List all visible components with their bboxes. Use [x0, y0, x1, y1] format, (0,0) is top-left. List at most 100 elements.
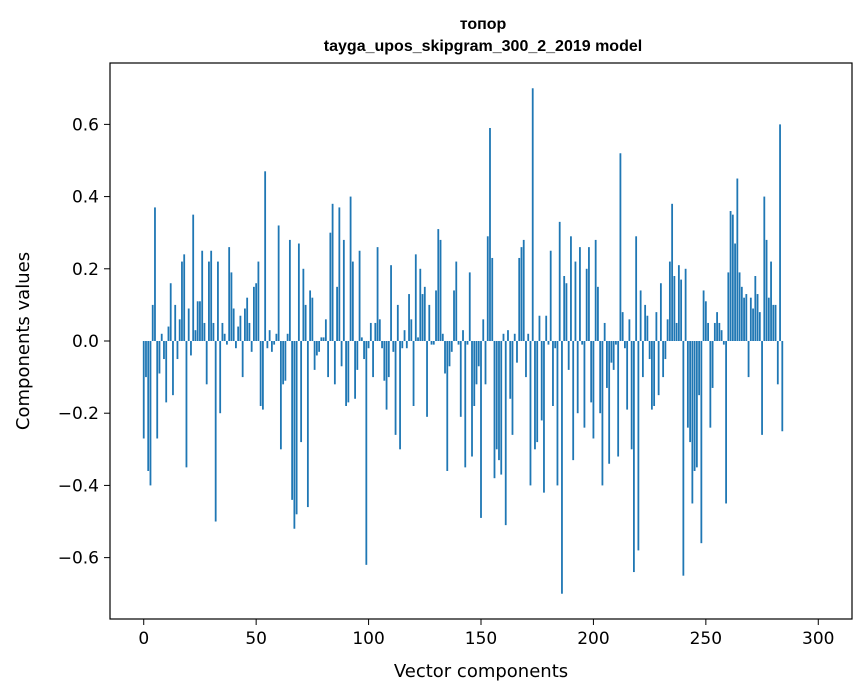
bar [709, 341, 712, 428]
bar [277, 225, 280, 341]
bar [414, 254, 417, 341]
bar [513, 333, 516, 341]
bar [491, 257, 494, 341]
bar [435, 290, 437, 341]
bar [221, 322, 224, 341]
bar [210, 250, 213, 341]
bar [720, 330, 723, 341]
bar [489, 127, 491, 342]
bar [421, 294, 424, 341]
bar [340, 341, 343, 367]
bar [178, 319, 181, 341]
bar [686, 341, 689, 428]
bar [758, 312, 761, 341]
bar [606, 341, 608, 388]
bar [624, 341, 626, 349]
bar [534, 341, 536, 450]
bar [365, 341, 368, 565]
bar [682, 341, 685, 576]
bar [500, 341, 503, 475]
bar [574, 261, 577, 341]
bar [610, 341, 613, 363]
bar [390, 265, 392, 341]
x-tick-label: 0 [138, 629, 149, 649]
bar [444, 341, 446, 374]
bar [219, 341, 222, 414]
bar [653, 341, 656, 406]
bar [399, 341, 401, 450]
bar [410, 319, 413, 341]
bar [608, 341, 611, 464]
bar [192, 214, 195, 341]
bar [235, 341, 237, 349]
bar [297, 243, 300, 341]
bar [412, 341, 415, 406]
bar [336, 286, 338, 341]
bar [567, 341, 570, 370]
bar [374, 322, 377, 341]
bar [495, 341, 498, 450]
bar [331, 203, 334, 341]
bar [322, 337, 325, 341]
bar [565, 283, 568, 341]
bar [203, 322, 206, 341]
bar [291, 341, 294, 500]
bar [174, 304, 177, 341]
bar [181, 261, 183, 341]
bar [671, 203, 674, 341]
y-tick-label: −0.6 [58, 549, 99, 569]
bar [212, 322, 215, 341]
bar [585, 268, 588, 341]
bar [626, 341, 629, 410]
bar [342, 239, 345, 341]
bar [214, 341, 217, 522]
bar [428, 304, 431, 341]
bar [650, 341, 653, 410]
bar [464, 341, 467, 468]
bar [369, 322, 372, 341]
bar [320, 337, 323, 341]
bar [675, 322, 678, 341]
bar [543, 341, 545, 493]
bar [752, 308, 754, 341]
bar [293, 341, 296, 529]
bar [698, 341, 700, 396]
bar [547, 341, 550, 345]
bar [205, 341, 208, 385]
bar [378, 319, 381, 341]
bar [183, 254, 186, 341]
bar [430, 341, 433, 345]
bar [761, 341, 763, 435]
bar [372, 341, 374, 378]
bar [552, 341, 554, 406]
bar [226, 341, 228, 345]
bar [561, 341, 563, 594]
bar [302, 268, 305, 341]
bar [536, 341, 539, 443]
bar [545, 315, 548, 341]
bar [237, 326, 240, 341]
bar [716, 312, 718, 341]
bar [459, 341, 462, 417]
bar [556, 341, 559, 486]
bar [473, 341, 476, 406]
bar [284, 341, 287, 381]
bar [408, 294, 410, 341]
bar [677, 265, 680, 341]
bar [704, 301, 707, 341]
bar [401, 341, 404, 349]
bar [684, 268, 687, 341]
bar [612, 341, 615, 370]
bar [507, 330, 509, 341]
bar [588, 247, 590, 341]
bar [644, 304, 647, 341]
bar [453, 290, 455, 341]
bar [468, 272, 471, 341]
bar-series [142, 88, 784, 594]
bar [531, 88, 534, 342]
bar [403, 330, 406, 341]
bar [601, 341, 604, 486]
bar [554, 341, 557, 349]
bar [266, 341, 269, 349]
